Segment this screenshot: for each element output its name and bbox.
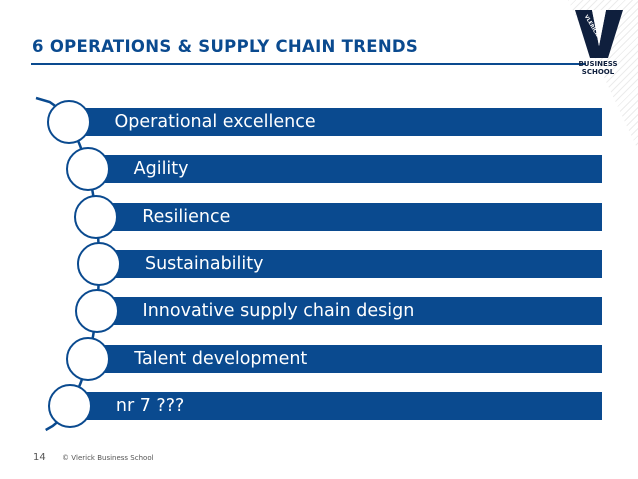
list-item-circle — [76, 241, 121, 286]
list-item-bar: nr 7 ??? — [69, 391, 602, 420]
list-item-circle — [74, 289, 119, 334]
list-item-circle — [46, 100, 91, 144]
list-item-circle — [47, 383, 92, 428]
list-item-label: nr 7 ??? — [115, 395, 185, 416]
title-underline — [31, 63, 586, 65]
logo-v-inner — [592, 10, 606, 46]
list-item-circle — [74, 194, 119, 239]
list-item-circle — [65, 147, 110, 192]
list-item-label: Resilience — [142, 206, 231, 227]
list-item-bar: Innovative supply chain design — [96, 297, 602, 326]
list-item-bar: Operational excellence — [68, 108, 602, 136]
list-item-bar: Resilience — [96, 202, 602, 231]
vlerick-logo — [575, 10, 623, 58]
list-item-bar: Agility — [87, 155, 602, 184]
list-item-label: Talent development — [134, 348, 308, 369]
list-item-circle — [66, 336, 111, 381]
logo-v-shape — [575, 10, 623, 58]
list-item-label: Innovative supply chain design — [142, 301, 415, 322]
list-item-bar: Talent development — [88, 344, 602, 373]
list-item-label: Operational excellence — [114, 112, 316, 132]
slide-title: 6 OPERATIONS & SUPPLY CHAIN TRENDS — [32, 37, 419, 56]
footer-copyright: © Vlerick Business School — [62, 454, 154, 462]
list-item-label: Agility — [133, 159, 189, 180]
list-item-bar: Sustainability — [98, 249, 602, 278]
list-item-label: Sustainability — [144, 253, 264, 274]
page-number: 14 — [33, 452, 46, 463]
logo-text: BUSINESS SCHOOL — [578, 60, 618, 76]
